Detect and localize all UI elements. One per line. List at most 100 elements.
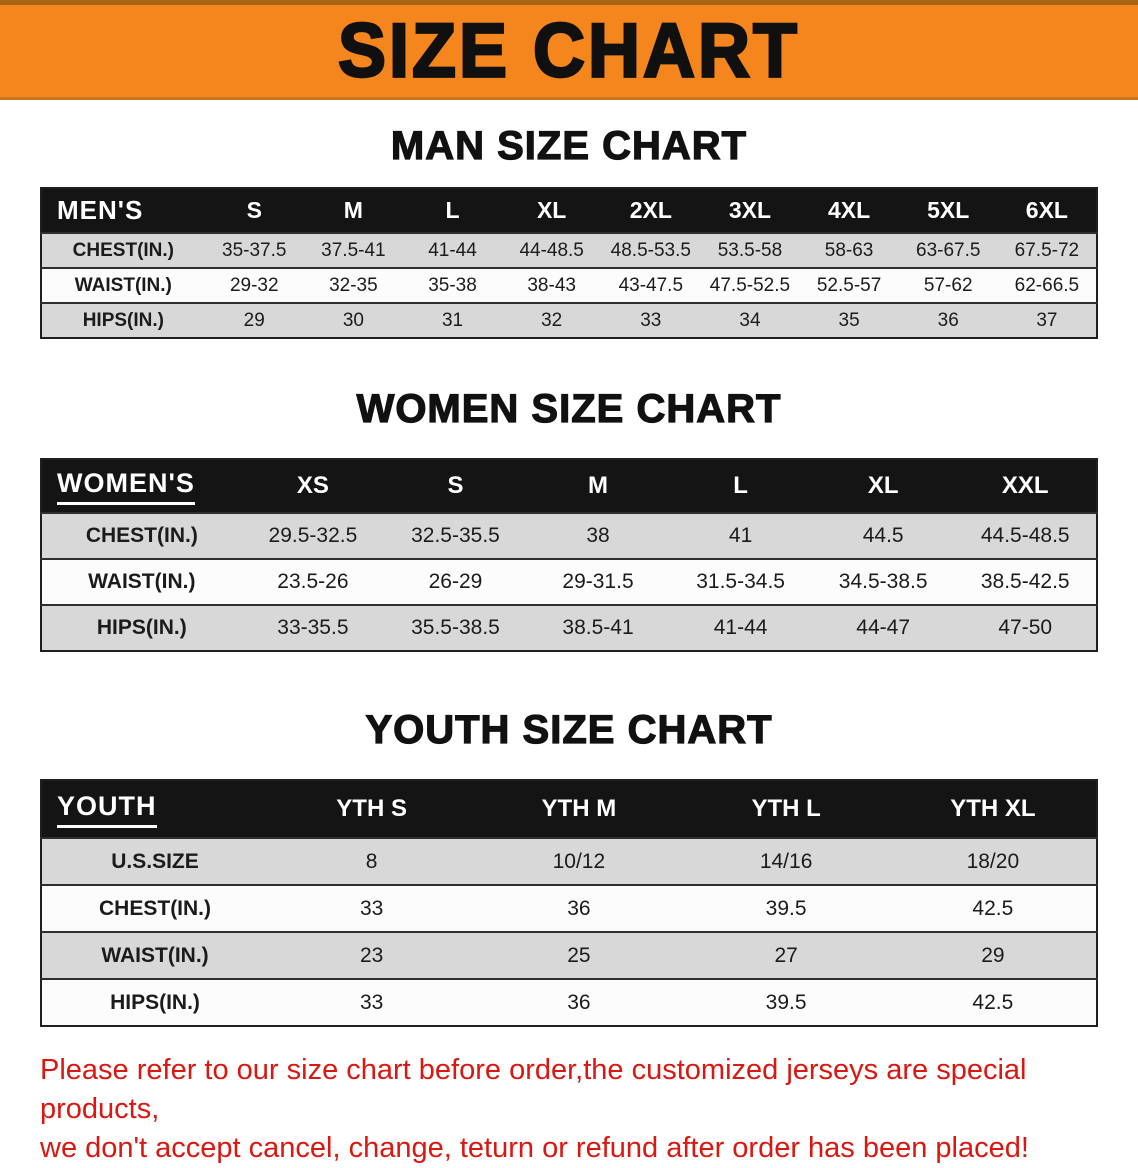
table-row: WAIST(IN.) 29-32 32-35 35-38 38-43 43-47… [41, 268, 1097, 303]
size-value-cell: 31 [441, 309, 464, 331]
youth-header-row: YOUTH YTH S YTH M YTH L YTH XL [41, 780, 1097, 838]
women-size-table: WOMEN'S XS S M L XL XXL CHEST(IN.) 29.5-… [40, 458, 1098, 652]
size-value-cell: 32 [541, 309, 563, 331]
women-table-label-text: WOMEN'S [57, 468, 195, 505]
size-column-header: YTH XL [889, 780, 1097, 838]
size-value-cell: 44-48.5 [519, 239, 584, 261]
size-value-cell: 57-62 [923, 274, 973, 296]
size-value-cell: 53.5-58 [717, 239, 783, 261]
size-chart-banner: SIZE CHART [0, 0, 1138, 100]
size-value-cell: 30 [342, 309, 364, 331]
women-size-chart-heading: WOMEN SIZE CHART [356, 386, 782, 431]
size-value-cell: 38 [586, 524, 610, 547]
size-value-cell: 43-47.5 [618, 274, 684, 296]
row-label: WAIST(IN.) [88, 570, 196, 593]
size-value-cell: 39.5 [765, 990, 807, 1014]
women-header-row: WOMEN'S XS S M L XL XXL [41, 459, 1097, 513]
size-column-header: S [204, 188, 304, 233]
youth-table-label: YOUTH [41, 780, 269, 838]
size-value-cell: 27 [774, 943, 798, 967]
size-value-cell: 38-43 [527, 274, 576, 296]
size-value-cell: 38.5-41 [562, 616, 634, 639]
size-value-cell: 23.5-26 [277, 570, 349, 593]
size-value-cell: 33 [359, 990, 384, 1014]
table-row: U.S.SIZE 8 10/12 14/16 18/20 [41, 838, 1097, 885]
row-label: HIPS(IN.) [110, 990, 200, 1014]
size-value-cell: 32.5-35.5 [411, 524, 500, 547]
size-column-header: S [384, 459, 527, 513]
row-label: HIPS(IN.) [96, 616, 187, 639]
table-row: CHEST(IN.) 33 36 39.5 42.5 [41, 885, 1097, 932]
size-value-cell: 36 [567, 896, 591, 920]
size-column-header: XS [241, 459, 385, 513]
table-row: HIPS(IN.) 33 36 39.5 42.5 [41, 979, 1097, 1026]
size-column-header: M [526, 459, 670, 513]
size-value-cell: 29 [243, 309, 265, 331]
men-header-row: MEN'S S M L XL 2XL 3XL 4XL 5XL 6XL [41, 188, 1097, 233]
size-value-cell: 33-35.5 [277, 616, 349, 639]
men-table-label: MEN'S [41, 188, 205, 233]
row-label: WAIST(IN.) [101, 943, 209, 967]
size-column-header: 3XL [700, 188, 800, 233]
size-value-cell: 58-63 [824, 239, 874, 261]
size-value-cell: 32-35 [329, 274, 378, 296]
man-size-chart-heading: MAN SIZE CHART [390, 123, 748, 168]
women-section: WOMEN SIZE CHART WOMEN'S XS S M L XL XXL… [0, 386, 1138, 652]
women-table-label: WOMEN'S [41, 459, 242, 513]
row-label: CHEST(IN.) [72, 239, 174, 261]
disclaimer-line-1: Please refer to our size chart before or… [40, 1054, 1027, 1125]
size-value-cell: 52.5-57 [816, 274, 882, 296]
size-value-cell: 34.5-38.5 [838, 570, 928, 593]
size-value-cell: 26-29 [428, 570, 483, 593]
size-value-cell: 29.5-32.5 [268, 524, 358, 547]
size-value-cell: 41-44 [428, 239, 477, 261]
size-column-header: XXL [954, 459, 1097, 513]
size-value-cell: 41-44 [713, 616, 768, 639]
men-section: MAN SIZE CHART MEN'S S M L XL 2XL 3XL 4X… [0, 123, 1138, 339]
row-label: HIPS(IN.) [82, 309, 164, 331]
size-value-cell: 36 [937, 309, 959, 331]
table-row: CHEST(IN.) 29.5-32.5 32.5-35.5 38 41 44.… [41, 513, 1097, 559]
table-row: WAIST(IN.) 23.5-26 26-29 29-31.5 31.5-34… [41, 559, 1097, 605]
size-value-cell: 37 [1036, 309, 1058, 331]
disclaimer-text: Please refer to our size chart before or… [40, 1051, 1100, 1168]
size-value-cell: 23 [359, 943, 384, 967]
size-value-cell: 44.5 [862, 524, 904, 547]
size-column-header: 4XL [799, 188, 899, 233]
size-value-cell: 47-50 [998, 616, 1053, 639]
row-label: CHEST(IN.) [85, 524, 198, 547]
size-column-header: M [303, 188, 403, 233]
size-value-cell: 8 [365, 849, 378, 873]
size-value-cell: 35-37.5 [222, 239, 287, 261]
size-value-cell: 35.5-38.5 [411, 616, 500, 639]
row-label: WAIST(IN.) [74, 274, 172, 296]
size-column-header: 2XL [601, 188, 701, 233]
size-value-cell: 33 [359, 896, 384, 920]
size-value-cell: 36 [567, 990, 591, 1014]
size-value-cell: 35-38 [428, 274, 477, 296]
size-value-cell: 67.5-72 [1014, 239, 1080, 261]
size-value-cell: 34 [739, 309, 761, 331]
youth-size-chart-heading: YOUTH SIZE CHART [365, 707, 773, 752]
size-chart-title: SIZE CHART [337, 7, 800, 94]
size-value-cell: 37.5-41 [321, 239, 386, 261]
size-column-header: YTH L [682, 780, 890, 838]
size-column-header: 5XL [898, 188, 998, 233]
size-value-cell: 10/12 [552, 849, 606, 873]
size-value-cell: 14/16 [759, 849, 813, 873]
size-value-cell: 44.5-48.5 [980, 524, 1070, 547]
size-value-cell: 42.5 [972, 896, 1014, 920]
size-value-cell: 39.5 [765, 896, 807, 920]
size-value-cell: 31.5-34.5 [696, 570, 785, 593]
size-value-cell: 18/20 [966, 849, 1020, 873]
size-value-cell: 38.5-42.5 [980, 570, 1070, 593]
size-value-cell: 42.5 [972, 990, 1014, 1014]
size-value-cell: 33 [640, 309, 662, 331]
table-row: CHEST(IN.) 35-37.5 37.5-41 41-44 44-48.5… [41, 233, 1097, 268]
size-value-cell: 29-31.5 [562, 570, 634, 593]
size-value-cell: 62-66.5 [1014, 274, 1080, 296]
size-value-cell: 63-67.5 [916, 239, 981, 261]
table-row: HIPS(IN.) 33-35.5 35.5-38.5 38.5-41 41-4… [41, 605, 1097, 651]
youth-size-table: YOUTH YTH S YTH M YTH L YTH XL U.S.SIZE … [40, 779, 1098, 1027]
size-column-header: 6XL [997, 188, 1097, 233]
